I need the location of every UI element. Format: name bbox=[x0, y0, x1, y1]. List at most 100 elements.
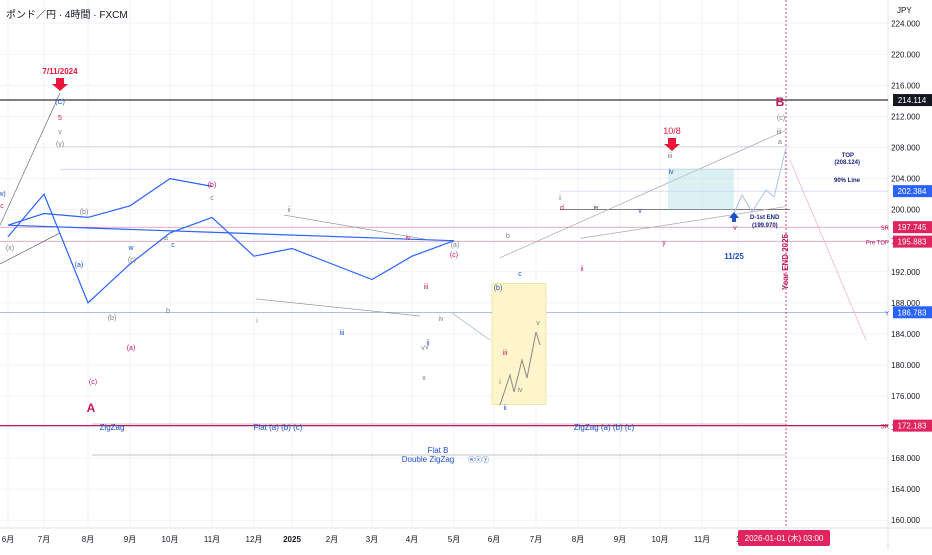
price-tag-label: 172.183 bbox=[898, 422, 927, 431]
annotation-top-value: (208.124) bbox=[834, 160, 860, 166]
wave-label: (b) bbox=[80, 209, 89, 216]
y-tick-label: 180.000 bbox=[891, 361, 920, 370]
y-tick-label: 176.000 bbox=[891, 392, 920, 401]
wave-label: iii bbox=[340, 330, 345, 337]
price-tag-label: 195.883 bbox=[898, 238, 927, 247]
wave-label: 5 bbox=[58, 115, 62, 122]
x-tick-label: 12月 bbox=[246, 535, 263, 544]
wave-label: c bbox=[171, 242, 175, 249]
wave-label: iii bbox=[424, 284, 429, 291]
price-tag-label: 202.384 bbox=[898, 187, 927, 196]
y-tick-label: 188.000 bbox=[891, 299, 920, 308]
price-tag-box bbox=[893, 185, 932, 198]
x-tick-label: 6月 bbox=[488, 535, 500, 544]
wave-label: a bbox=[164, 235, 168, 242]
annotation-top: TOP bbox=[842, 153, 854, 159]
wave-label: (y) bbox=[56, 141, 64, 148]
trendline bbox=[0, 93, 61, 226]
wave-label: v bbox=[421, 345, 425, 352]
price-tag-name: SR bbox=[881, 226, 890, 232]
x-tick-label: 5月 bbox=[448, 535, 460, 544]
y-tick-label: 184.000 bbox=[891, 330, 920, 339]
wave-label: iv bbox=[668, 169, 674, 176]
label-wxy: ⓦⓧⓨ bbox=[468, 456, 489, 464]
wave-label: y bbox=[662, 240, 666, 247]
wave-label: iii bbox=[777, 129, 782, 136]
price-line bbox=[7, 177, 455, 304]
wave-label: iv bbox=[517, 387, 523, 394]
trendline bbox=[283, 214, 426, 240]
x-tick-label: 9月 bbox=[124, 535, 136, 544]
label-double-zigzag: Double ZigZag bbox=[402, 455, 454, 464]
x-tick-label: 7月 bbox=[530, 535, 542, 544]
inset-box bbox=[491, 283, 547, 405]
x-tick-label: 2月 bbox=[326, 535, 338, 544]
y-tick-label: 200.000 bbox=[891, 206, 920, 215]
up-arrow-icon bbox=[729, 212, 739, 222]
down-arrow-icon bbox=[664, 138, 680, 151]
wave-label: ii bbox=[580, 266, 584, 273]
price-tag-name: Y bbox=[885, 311, 889, 317]
year-end-label: Year END 2025 bbox=[781, 233, 790, 290]
label-zigzag-1: ZigZag bbox=[100, 423, 125, 432]
y-tick-label: 216.000 bbox=[891, 81, 920, 90]
wave-label: x bbox=[422, 375, 426, 382]
wave-label: b bbox=[166, 308, 170, 315]
y-tick-label: 192.000 bbox=[891, 268, 920, 277]
x-tick-label: 3月 bbox=[366, 535, 378, 544]
x-tick-label: 2025 bbox=[283, 535, 301, 544]
wave-label: (c) bbox=[128, 257, 136, 264]
y-tick-label: 160.000 bbox=[891, 516, 920, 525]
wave-label: (C) bbox=[55, 99, 65, 106]
annotation-date-1125: 11/25 bbox=[724, 252, 744, 261]
wave-label: (c) bbox=[89, 379, 97, 386]
wave-label: c bbox=[210, 195, 214, 202]
annotation-date-108: 10/8 bbox=[663, 126, 681, 136]
wave-label: iv bbox=[405, 235, 411, 242]
wave-label: iii bbox=[503, 350, 508, 357]
wave-label: (a) bbox=[451, 242, 460, 249]
wave-label: iii bbox=[668, 153, 673, 160]
trendline bbox=[0, 232, 61, 265]
price-tag-box bbox=[893, 306, 932, 319]
wave-label: v bbox=[638, 208, 642, 215]
price-tag-box bbox=[893, 94, 932, 107]
wave-label: ii bbox=[503, 405, 507, 412]
x-tick-label: 8月 bbox=[82, 535, 94, 544]
label-zigzag-2: ZigZag (a) (b) (c) bbox=[574, 423, 635, 432]
inset-pointer bbox=[451, 312, 491, 341]
wave-label: ii bbox=[426, 340, 430, 347]
label-flat-b: Flat B bbox=[428, 446, 449, 455]
annotation-d1-value: (199.970) bbox=[752, 223, 778, 229]
wave-label: (b) bbox=[494, 285, 503, 292]
x-tick-label: 8月 bbox=[572, 535, 584, 544]
consolidation-box bbox=[668, 168, 734, 210]
inset-path bbox=[499, 331, 541, 406]
price-tag-name: Pre TOP bbox=[866, 241, 889, 247]
wave-label: (c) bbox=[450, 252, 458, 259]
wave-label: v bbox=[536, 320, 540, 327]
symbol-title: ポンド／円 · 4時間 · FXCM bbox=[6, 10, 128, 21]
price-tag-box bbox=[893, 221, 932, 234]
wave-label: a bbox=[778, 139, 782, 146]
trendline bbox=[255, 298, 421, 317]
time-bubble-label: 2026-01-01 (木) 03:00 bbox=[745, 533, 824, 543]
wave-label: (b) bbox=[108, 315, 117, 322]
wave-label: b bbox=[506, 233, 510, 240]
price-tag-box bbox=[893, 235, 932, 248]
wave-label: (x) bbox=[6, 245, 14, 252]
wave-label: v bbox=[733, 225, 737, 232]
y-tick-label: 168.000 bbox=[891, 454, 920, 463]
wave-label: i bbox=[559, 195, 561, 202]
x-tick-label: 10月 bbox=[162, 535, 179, 544]
x-tick-label: 4月 bbox=[406, 535, 418, 544]
y-tick-label: 224.000 bbox=[891, 19, 920, 28]
wave-label: w) bbox=[0, 191, 6, 198]
annotation-big-a: A bbox=[87, 401, 96, 415]
forecast-drop bbox=[789, 159, 867, 341]
price-tag-label: 214.114 bbox=[898, 96, 927, 105]
price-tag-label: 197.745 bbox=[898, 223, 927, 232]
currency-label: JPY bbox=[897, 6, 912, 15]
forecast-path bbox=[733, 147, 787, 214]
